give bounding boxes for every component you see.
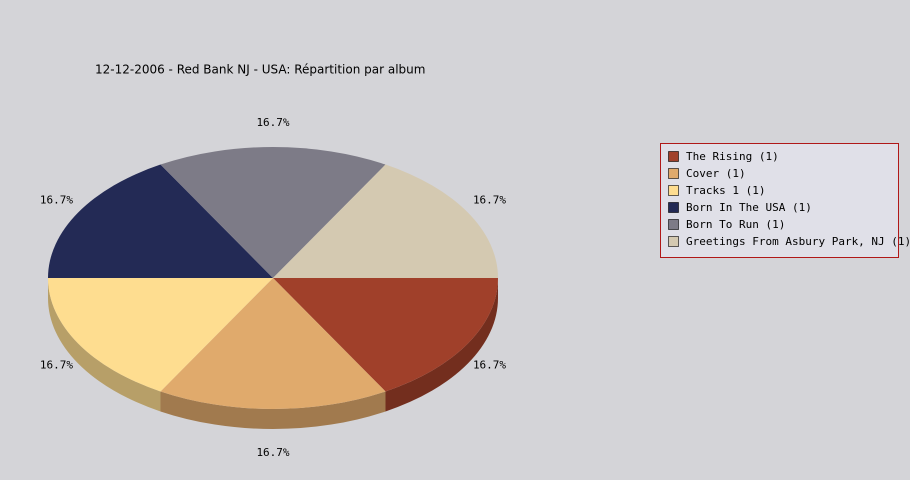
legend-label: Tracks 1 (1) (686, 184, 765, 197)
value-label: 16.7% (473, 194, 506, 207)
legend-swatch (668, 236, 679, 247)
value-label: 16.7% (40, 359, 73, 372)
legend-swatch (668, 151, 679, 162)
chart-title: 12-12-2006 - Red Bank NJ - USA: Répartit… (95, 63, 425, 77)
legend-swatch (668, 219, 679, 230)
value-label: 16.7% (40, 194, 73, 207)
value-label: 16.7% (256, 116, 289, 129)
slice (273, 164, 498, 278)
legend-swatch (668, 185, 679, 196)
slice (48, 164, 273, 278)
slice (48, 278, 273, 392)
slice (160, 146, 386, 278)
legend-label: The Rising (1) (686, 150, 779, 163)
legend (660, 143, 899, 258)
legend-swatch (668, 202, 679, 213)
slice (273, 278, 498, 392)
slice-side (48, 278, 161, 412)
legend-label: Cover (1) (686, 167, 746, 180)
legend-label: Born In The USA (1) (686, 201, 812, 214)
slice (160, 278, 386, 410)
legend-swatch (668, 168, 679, 179)
slice-side (160, 391, 386, 429)
value-label: 16.7% (256, 446, 289, 459)
legend-label: Born To Run (1) (686, 218, 785, 231)
value-label: 16.7% (473, 359, 506, 372)
slice-side (385, 278, 498, 412)
legend-label: Greetings From Asbury Park, NJ (1) (686, 235, 910, 248)
